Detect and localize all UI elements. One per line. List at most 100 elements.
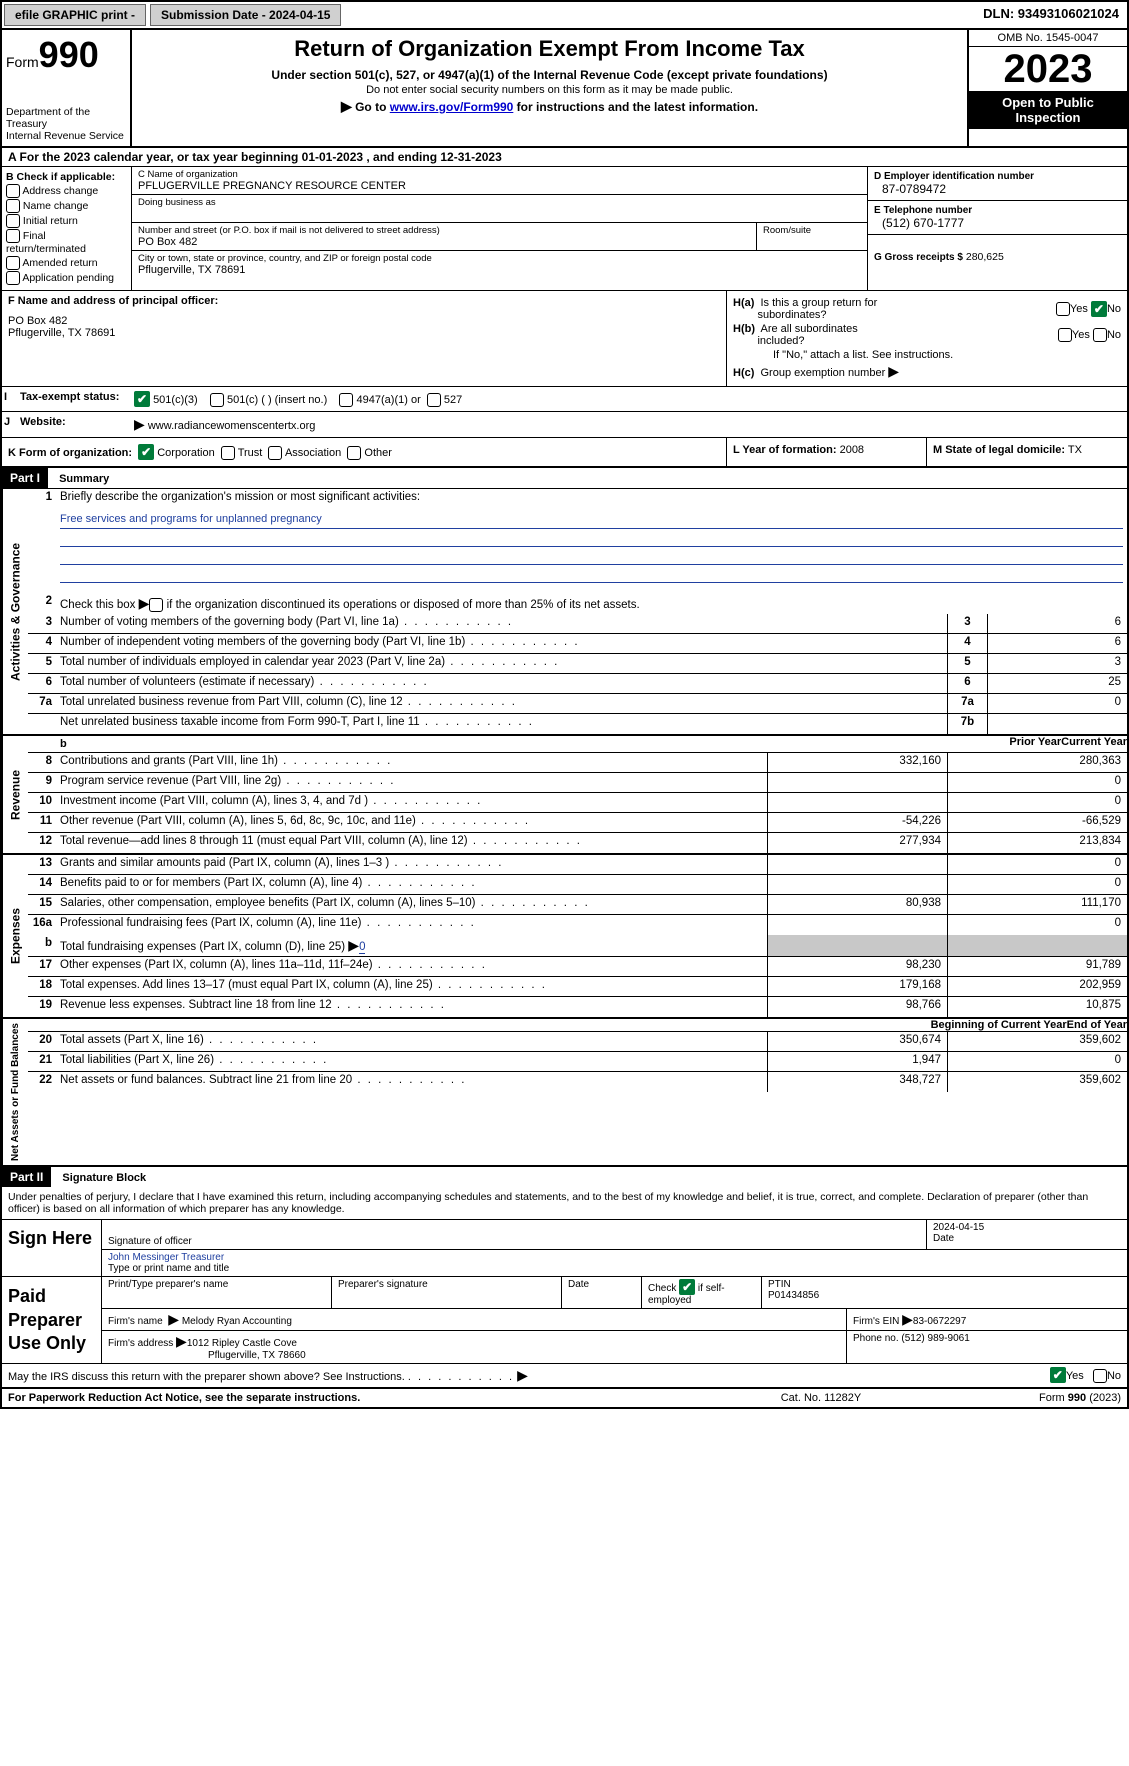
check-address-change[interactable]: Address change [6, 184, 127, 198]
hb-yes-checkbox[interactable] [1058, 328, 1072, 342]
hdr-current-year: Current Year [1061, 736, 1127, 752]
row-i: I Tax-exempt status: ✔ 501(c)(3) 501(c) … [2, 387, 1127, 412]
irs-label: Internal Revenue Service [6, 130, 126, 142]
arrow-icon: ▶ [341, 98, 352, 114]
exp-rows-line-16a: 16aProfessional fundraising fees (Part I… [28, 915, 1127, 935]
sidelabel-net-assets: Net Assets or Fund Balances [2, 1019, 28, 1165]
ag-line-5: 5Total number of individuals employed in… [28, 654, 1127, 674]
telephone-cell: E Telephone number (512) 670-1777 [868, 201, 1127, 235]
form-title: Return of Organization Exempt From Incom… [140, 36, 959, 62]
hc-row: H(c) Group exemption number ▶ [733, 363, 1121, 380]
irs-link[interactable]: www.irs.gov/Form990 [390, 100, 514, 114]
submission-date-button[interactable]: Submission Date - 2024-04-15 [150, 4, 341, 26]
discuss-no-checkbox[interactable] [1093, 1369, 1107, 1383]
l-label: L Year of formation: [733, 444, 837, 456]
ag-body: 1 Briefly describe the organization's mi… [28, 489, 1127, 734]
check-association[interactable] [268, 446, 282, 460]
check-other[interactable] [347, 446, 361, 460]
check-amended-return[interactable]: Amended return [6, 256, 127, 270]
form-number-big: 990 [39, 34, 99, 75]
subtitle-3: ▶ Go to www.irs.gov/Form990 for instruct… [140, 98, 959, 115]
line-2-desc: Check this box ▶ if the organization dis… [56, 593, 1127, 614]
header-left: Form990 Department of the Treasury Inter… [2, 30, 132, 146]
line-2: 2 Check this box ▶ if the organization d… [28, 593, 1127, 614]
check-discontinued[interactable] [149, 598, 163, 612]
efile-print-button[interactable]: efile GRAPHIC print - [4, 4, 146, 26]
firm-address-row: Firm's address ▶1012 Ripley Castle Cove … [102, 1331, 1127, 1363]
goto-pre: Go to [355, 100, 390, 114]
self-employed-cell: Check ✔ if self-employed [642, 1277, 762, 1308]
firm-name-row: Firm's name ▶ Melody Ryan Accounting Fir… [102, 1309, 1127, 1331]
ha-row: H(a) Is this a group return for subordin… [733, 297, 1121, 321]
gross-label: G Gross receipts $ [874, 252, 963, 263]
check-corporation[interactable]: ✔ [138, 444, 154, 460]
section-activities-governance: Activities & Governance 1 Briefly descri… [2, 489, 1127, 736]
ha-yes-checkbox[interactable] [1056, 302, 1070, 316]
sidelabel-ag: Activities & Governance [2, 489, 28, 734]
firm-addr-label: Firm's address [108, 1338, 173, 1349]
501c-label: 501(c) ( ) (insert no.) [227, 394, 327, 406]
section-net-assets: Net Assets or Fund Balances Beginning of… [2, 1019, 1127, 1167]
corporation-label: Corporation [157, 447, 214, 459]
ptin-value: P01434856 [768, 1290, 1121, 1301]
hb-note: If "No," attach a list. See instructions… [733, 349, 1121, 361]
revenue-header-blank: b [28, 736, 1009, 752]
na-rows: 20Total assets (Part X, line 16)350,6743… [28, 1032, 1127, 1092]
dept-treasury: Department of the Treasury [6, 106, 126, 130]
org-name-cell: C Name of organization PFLUGERVILLE PREG… [132, 167, 867, 195]
part2-title: Signature Block [54, 1169, 154, 1187]
form-prefix: Form [6, 54, 39, 70]
subtitle-2: Do not enter social security numbers on … [140, 84, 959, 96]
firm-phone-cell: Phone no. (512) 989-9061 [847, 1331, 1127, 1363]
check-4947[interactable] [339, 393, 353, 407]
open-to-public: Open to Public Inspection [969, 91, 1127, 129]
other-label: Other [364, 447, 392, 459]
tax-year: 2023 [969, 47, 1127, 91]
street-label: Number and street (or P.O. box if mail i… [138, 225, 750, 236]
check-trust[interactable] [221, 446, 235, 460]
firm-ein-cell: Firm's EIN ▶83-0672297 [847, 1309, 1127, 1330]
part2-header-row: Part II Signature Block [2, 1167, 1127, 1187]
check-501c[interactable] [210, 393, 224, 407]
paid-preparer-section: Paid Preparer Use Only Print/Type prepar… [2, 1276, 1127, 1364]
rev-rows-line-8: 8Contributions and grants (Part VIII, li… [28, 753, 1127, 773]
exp-rows2-line-17: 17Other expenses (Part IX, column (A), l… [28, 957, 1127, 977]
firm-phone-label: Phone no. [853, 1333, 899, 1344]
sign-row-1: Signature of officer 2024-04-15 Date [102, 1220, 1127, 1250]
firm-name-value: Melody Ryan Accounting [182, 1316, 292, 1327]
check-527[interactable] [427, 393, 441, 407]
hb-no-checkbox[interactable] [1093, 328, 1107, 342]
ag-line-7b: Net unrelated business taxable income fr… [28, 714, 1127, 734]
check-initial-return[interactable]: Initial return [6, 214, 127, 228]
address-row: Number and street (or P.O. box if mail i… [132, 223, 867, 251]
exp-rows2-line-19: 19Revenue less expenses. Subtract line 1… [28, 997, 1127, 1017]
revenue-body: b Prior Year Current Year 8Contributions… [28, 736, 1127, 853]
ein-cell: D Employer identification number 87-0789… [868, 167, 1127, 201]
16b-prior-shaded [767, 935, 947, 956]
form-footer-label: Form 990 (2023) [921, 1392, 1121, 1404]
header-middle: Return of Organization Exempt From Incom… [132, 30, 967, 146]
net-assets-body: Beginning of Current Year End of Year 20… [28, 1019, 1127, 1165]
discuss-no-label: No [1107, 1370, 1121, 1382]
check-final-return[interactable]: Final return/terminated [6, 229, 127, 255]
check-self-employed[interactable]: ✔ [679, 1279, 695, 1295]
rev-rows-line-10: 10Investment income (Part VIII, column (… [28, 793, 1127, 813]
check-501c3[interactable]: ✔ [134, 391, 150, 407]
m-cell: M State of legal domicile: TX [927, 438, 1127, 466]
telephone-value: (512) 670-1777 [874, 216, 1121, 230]
firm-addr2: Pflugerville, TX 78660 [108, 1350, 840, 1361]
column-f: F Name and address of principal officer:… [2, 291, 727, 386]
exp-rows-line-14: 14Benefits paid to or for members (Part … [28, 875, 1127, 895]
ag-line-4: 4Number of independent voting members of… [28, 634, 1127, 654]
column-h: H(a) Is this a group return for subordin… [727, 291, 1127, 386]
topbar-spacer [343, 2, 975, 28]
i-content: ✔ 501(c)(3) 501(c) ( ) (insert no.) 4947… [130, 387, 1127, 411]
discuss-yes-checkbox[interactable]: ✔ [1050, 1367, 1066, 1383]
line-16b-value: 0 [359, 941, 365, 954]
check-name-change[interactable]: Name change [6, 199, 127, 213]
ha-no-checkbox[interactable]: ✔ [1091, 301, 1107, 317]
section-fh: F Name and address of principal officer:… [2, 291, 1127, 387]
hb-yes-label: Yes [1072, 329, 1090, 341]
rev-rows-line-11: 11Other revenue (Part VIII, column (A), … [28, 813, 1127, 833]
check-application-pending[interactable]: Application pending [6, 271, 127, 285]
